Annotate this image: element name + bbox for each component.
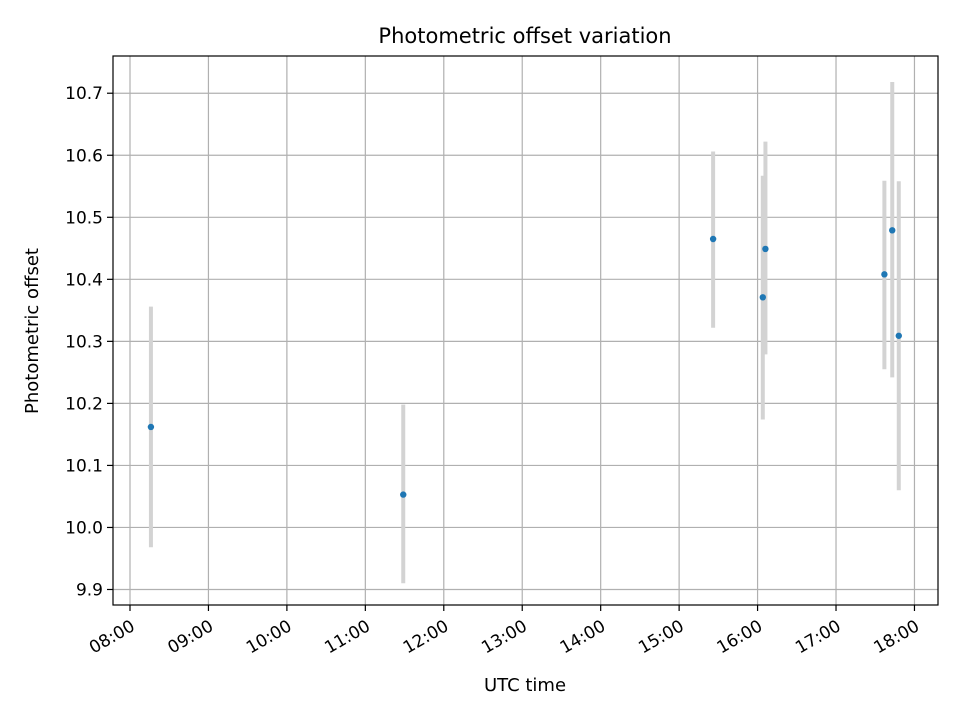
- x-tick-label: 11:00: [321, 616, 373, 658]
- y-tick-label: 10.1: [65, 456, 103, 476]
- x-tick-label: 12:00: [400, 616, 452, 658]
- data-points: [147, 227, 902, 498]
- y-tick-label: 10.6: [65, 146, 103, 166]
- x-tick-label: 17:00: [792, 616, 844, 658]
- x-tick-label: 10:00: [243, 616, 295, 658]
- x-axis-label: UTC time: [484, 675, 566, 696]
- y-tick-label: 10.3: [65, 332, 103, 352]
- x-tick-label: 16:00: [714, 616, 766, 658]
- data-point: [889, 227, 896, 234]
- y-axis-label: Photometric offset: [22, 248, 43, 414]
- grid: [113, 56, 938, 605]
- x-axis-ticks: 08:00 09:00 10:00 11:00 12:00 13:00 14:00 15:00…: [86, 605, 923, 658]
- data-point: [759, 294, 767, 301]
- x-tick-label: 13:00: [478, 616, 530, 658]
- y-tick-label: 10.7: [65, 84, 103, 104]
- y-tick-label: 10.5: [65, 208, 103, 228]
- data-point: [762, 245, 769, 253]
- data-point: [895, 332, 902, 339]
- y-tick-label: 10.4: [65, 270, 103, 290]
- x-tick-label: 14:00: [557, 616, 609, 658]
- x-tick-label: 09:00: [165, 616, 217, 658]
- y-tick-label: 10.2: [65, 394, 103, 414]
- x-tick-label: 15:00: [635, 616, 687, 658]
- data-point: [400, 491, 407, 498]
- y-tick-label: 9.9: [76, 580, 103, 600]
- chart-title: Photometric offset variation: [378, 24, 671, 48]
- plot-frame: [112, 55, 939, 606]
- data-point: [881, 271, 888, 278]
- data-point: [147, 423, 155, 431]
- y-tick-label: 10.0: [65, 518, 103, 538]
- error-bars: [148, 82, 901, 584]
- data-point: [709, 235, 717, 243]
- x-tick-label: 08:00: [86, 616, 138, 658]
- x-tick-label: 18:00: [871, 616, 923, 658]
- y-axis-ticks: 9.9 10.0 10.1 10.2 10.3 10.4 10.5 10.6 10.7: [65, 84, 113, 600]
